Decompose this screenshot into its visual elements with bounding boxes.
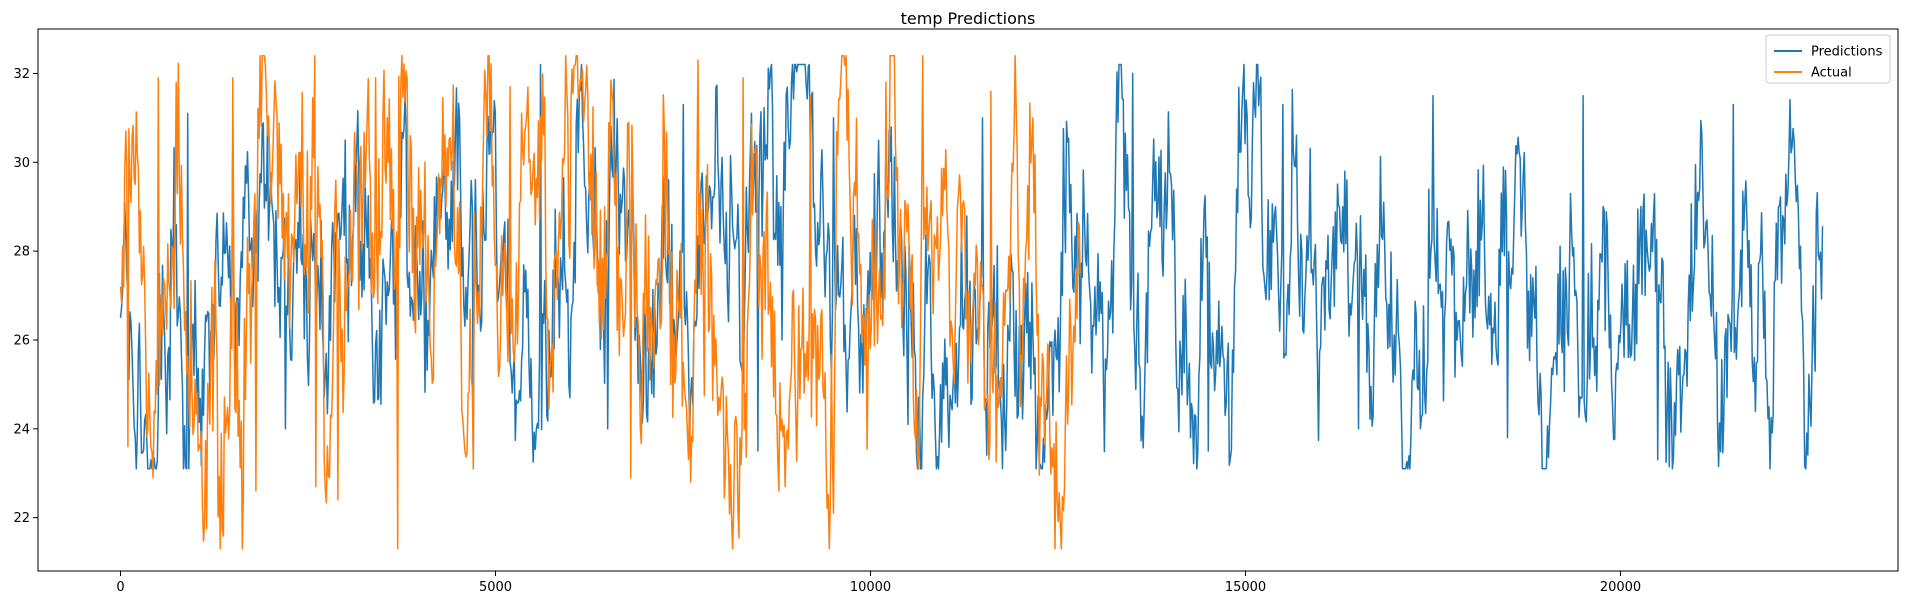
- x-axis: 0 5000 10000 15000 20000: [116, 571, 1641, 595]
- y-tick-label: 30: [13, 156, 30, 171]
- series-line-predictions: [119, 63, 1824, 470]
- y-axis: 22 24 26 28 30 32: [13, 67, 38, 526]
- legend-label: Actual: [1811, 66, 1852, 81]
- y-tick-label: 32: [13, 67, 30, 82]
- x-tick-label: 10000: [850, 580, 891, 595]
- y-tick-label: 24: [13, 422, 30, 437]
- chart-title: temp Predictions: [901, 9, 1036, 28]
- x-tick-label: 15000: [1225, 580, 1266, 595]
- y-tick-label: 22: [13, 511, 30, 526]
- x-tick-label: 20000: [1600, 580, 1641, 595]
- x-tick-label: 0: [116, 580, 124, 595]
- series-line-actual: [119, 54, 1081, 550]
- series-layer: [119, 54, 1824, 550]
- legend: Predictions Actual: [1765, 34, 1891, 84]
- plot-frame: [37, 28, 1899, 572]
- y-tick-label: 28: [13, 245, 30, 260]
- y-tick-label: 26: [13, 333, 30, 348]
- x-tick-label: 5000: [479, 580, 512, 595]
- legend-label: Predictions: [1811, 45, 1883, 60]
